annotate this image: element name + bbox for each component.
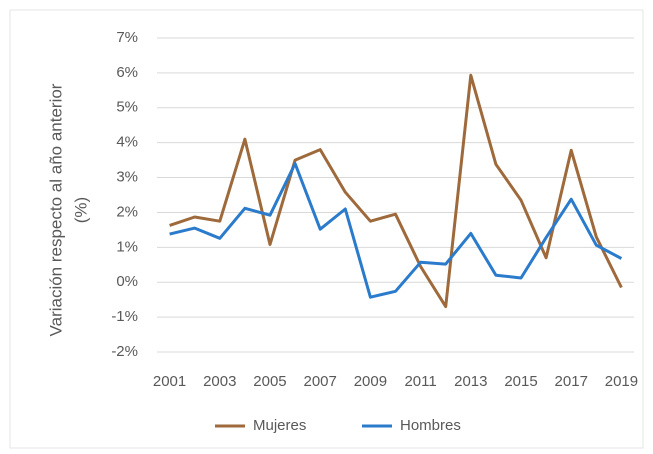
- y-tick-label: 0%: [116, 273, 138, 290]
- x-tick-label: 2001: [153, 373, 186, 390]
- y-tick-label: -2%: [111, 343, 138, 360]
- y-tick-label: 7%: [116, 29, 138, 46]
- y-tick-label: 6%: [116, 64, 138, 81]
- legend-label: Hombres: [400, 417, 461, 434]
- x-tick-label: 2019: [605, 373, 638, 390]
- legend-label: Mujeres: [253, 417, 306, 434]
- x-tick-label: 2003: [203, 373, 236, 390]
- y-tick-label: 3%: [116, 169, 138, 186]
- y-tick-label: 1%: [116, 238, 138, 255]
- series-line: [169, 73, 623, 309]
- x-tick-label: 2017: [555, 373, 588, 390]
- x-tick-label: 2007: [303, 373, 336, 390]
- y-tick-label: 4%: [116, 134, 138, 151]
- x-tick-label: 2013: [454, 373, 487, 390]
- y-tick-label: -1%: [111, 308, 138, 325]
- y-axis-label: Variación respecto al año anterior: [46, 83, 65, 336]
- y-axis-label: (%): [71, 197, 90, 223]
- x-tick-label: 2011: [404, 373, 436, 390]
- chart-border: [9, 9, 644, 449]
- x-tick-label: 2009: [354, 373, 387, 390]
- y-tick-label: 2%: [116, 203, 138, 220]
- x-tick-label: 2015: [504, 373, 537, 390]
- series-line: [169, 162, 623, 299]
- x-tick-label: 2005: [253, 373, 286, 390]
- y-tick-label: 5%: [116, 99, 138, 116]
